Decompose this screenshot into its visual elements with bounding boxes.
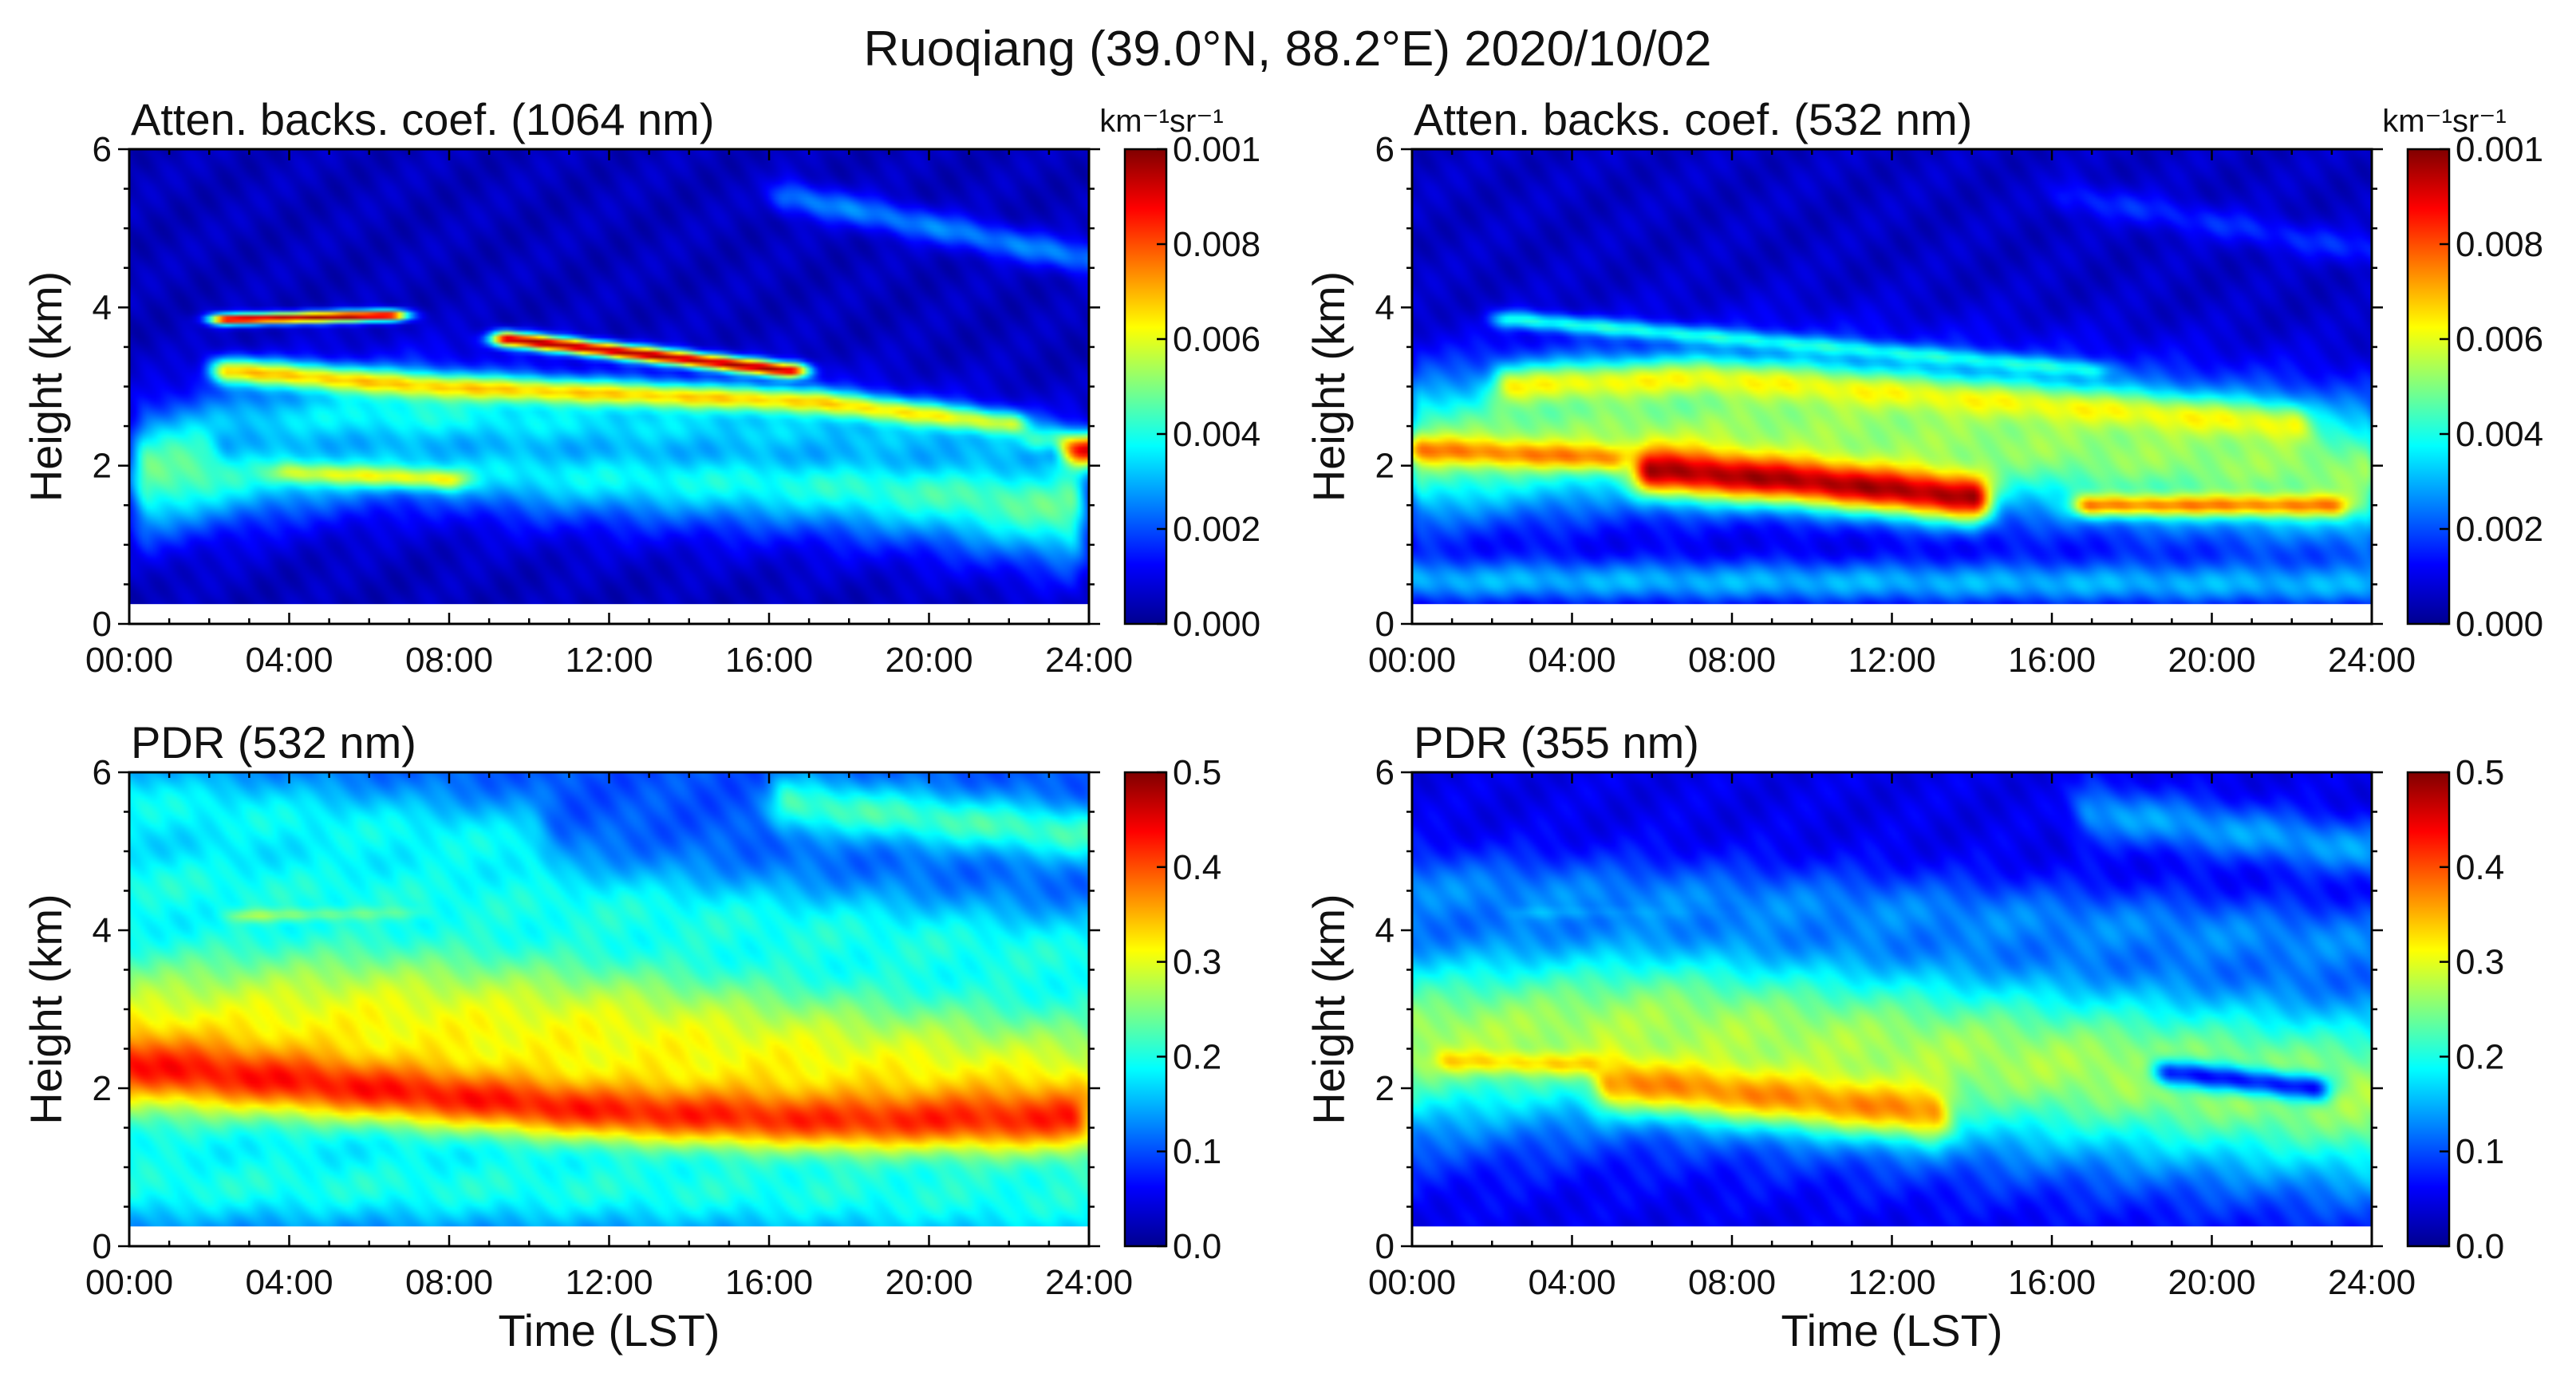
y-tick-label: 2 <box>1375 1069 1395 1108</box>
y-tick-label: 2 <box>93 1069 112 1108</box>
x-tick-label: 24:00 <box>2328 1263 2416 1302</box>
colorbar-tick-label: 0.006 <box>2456 320 2543 359</box>
x-tick-label: 04:00 <box>1528 1263 1615 1302</box>
heatmap-image <box>129 772 1089 1246</box>
x-tick-label: 00:00 <box>85 1263 173 1302</box>
y-tick-label: 4 <box>1375 911 1395 950</box>
colorbar <box>1123 148 1168 625</box>
x-tick-label: 12:00 <box>565 1263 653 1302</box>
y-axis-label: Height (km) <box>21 271 71 502</box>
colorbar-tick-label: 0.1 <box>1173 1132 1221 1171</box>
figure-title: Ruoqiang (39.0°N, 88.2°E) 2020/10/02 <box>864 22 1712 77</box>
panel-title: Atten. backs. coef. (1064 nm) <box>131 94 714 144</box>
colorbar-tick-label: 0.5 <box>2456 753 2504 792</box>
y-tick-label: 4 <box>1375 288 1395 327</box>
x-tick-label: 24:00 <box>2328 641 2416 680</box>
x-tick-label: 00:00 <box>1368 641 1456 680</box>
x-tick-label: 16:00 <box>725 1263 813 1302</box>
colorbar-tick-label: 0.004 <box>1173 415 1260 454</box>
colorbar-tick-label: 0.4 <box>1173 848 1221 887</box>
panel-4: 00:00 04:00 08:00 12:00 16:00 20:00 24:00 0 2 4 6P… <box>1304 717 2504 1356</box>
y-axis-label: Height (km) <box>1304 271 1354 502</box>
x-tick-label: 08:00 <box>405 1263 493 1302</box>
y-tick-label: 0 <box>93 605 112 644</box>
colorbar-tick-label: 0.002 <box>1173 510 1260 549</box>
panel-title: Atten. backs. coef. (532 nm) <box>1414 94 1972 144</box>
colorbar-unit: km⁻¹sr⁻¹ <box>1099 104 1224 139</box>
colorbar-tick-label: 0.3 <box>2456 943 2504 982</box>
colorbar-tick-label: 0.3 <box>1173 943 1221 982</box>
x-tick-label: 24:00 <box>1045 641 1133 680</box>
x-tick-label: 16:00 <box>725 641 813 680</box>
colorbar-tick-label: 0.4 <box>2456 848 2504 887</box>
colorbar-tick-label: 0.000 <box>2456 605 2543 644</box>
panel-1: 00:00 04:00 08:00 12:00 16:00 20:00 24:00 0 2 4 6A… <box>21 94 1260 680</box>
y-tick-label: 6 <box>93 753 112 792</box>
y-tick-label: 2 <box>93 447 112 486</box>
x-tick-label: 20:00 <box>885 1263 972 1302</box>
y-tick-label: 6 <box>1375 130 1395 169</box>
colorbar-tick-label: 0.2 <box>2456 1037 2504 1076</box>
panel-title: PDR (355 nm) <box>1414 717 1699 768</box>
x-tick-label: 08:00 <box>1688 1263 1776 1302</box>
colorbar-tick-label: 0.008 <box>2456 225 2543 264</box>
y-tick-label: 0 <box>1375 605 1395 644</box>
heatmap-image <box>1412 772 2372 1246</box>
colorbar-tick-label: 0.006 <box>1173 320 1260 359</box>
y-axis-label: Height (km) <box>21 894 71 1124</box>
x-tick-label: 08:00 <box>405 641 493 680</box>
x-tick-label: 20:00 <box>885 641 972 680</box>
x-tick-label: 12:00 <box>1848 1263 1935 1302</box>
y-tick-label: 6 <box>1375 753 1395 792</box>
colorbar-unit: km⁻¹sr⁻¹ <box>2382 104 2507 139</box>
x-tick-label: 12:00 <box>1848 641 1935 680</box>
panel-2: 00:00 04:00 08:00 12:00 16:00 20:00 24:00 0 2 4 6A… <box>1304 94 2543 680</box>
x-tick-label: 04:00 <box>245 1263 333 1302</box>
x-tick-label: 04:00 <box>1528 641 1615 680</box>
colorbar <box>2406 148 2451 625</box>
colorbar-tick-label: 0.004 <box>2456 415 2543 454</box>
y-tick-label: 6 <box>93 130 112 169</box>
colorbar-tick-label: 0.008 <box>1173 225 1260 264</box>
colorbar-tick-label: 0.2 <box>1173 1037 1221 1076</box>
y-tick-label: 4 <box>93 911 112 950</box>
x-axis-label: Time (LST) <box>499 1305 720 1356</box>
x-tick-label: 08:00 <box>1688 641 1776 680</box>
colorbar <box>2406 771 2451 1248</box>
x-tick-label: 16:00 <box>2008 1263 2096 1302</box>
y-tick-label: 2 <box>1375 447 1395 486</box>
x-tick-label: 12:00 <box>565 641 653 680</box>
colorbar-tick-label: 0.002 <box>2456 510 2543 549</box>
x-tick-label: 00:00 <box>1368 1263 1456 1302</box>
x-tick-label: 20:00 <box>2168 1263 2255 1302</box>
y-tick-label: 0 <box>1375 1227 1395 1266</box>
panel-3: 00:00 04:00 08:00 12:00 16:00 20:00 24:00 0 2 4 6P… <box>21 717 1221 1356</box>
colorbar-tick-label: 0.0 <box>2456 1227 2504 1266</box>
x-tick-label: 24:00 <box>1045 1263 1133 1302</box>
x-tick-label: 20:00 <box>2168 641 2255 680</box>
x-tick-label: 00:00 <box>85 641 173 680</box>
panel-title: PDR (532 nm) <box>131 717 416 768</box>
heatmap-image <box>1412 149 2372 624</box>
colorbar-tick-label: 0.5 <box>1173 753 1221 792</box>
colorbar-tick-label: 0.001 <box>1173 130 1260 169</box>
y-tick-label: 4 <box>93 288 112 327</box>
colorbar-tick-label: 0.001 <box>2456 130 2543 169</box>
colorbar-tick-label: 0.000 <box>1173 605 1260 644</box>
x-tick-label: 04:00 <box>245 641 333 680</box>
heatmap-image <box>129 149 1089 624</box>
colorbar-tick-label: 0.1 <box>2456 1132 2504 1171</box>
y-tick-label: 0 <box>93 1227 112 1266</box>
x-axis-label: Time (LST) <box>1781 1305 2003 1356</box>
colorbar <box>1123 771 1168 1248</box>
x-tick-label: 16:00 <box>2008 641 2096 680</box>
colorbar-tick-label: 0.0 <box>1173 1227 1221 1266</box>
y-axis-label: Height (km) <box>1304 894 1354 1124</box>
